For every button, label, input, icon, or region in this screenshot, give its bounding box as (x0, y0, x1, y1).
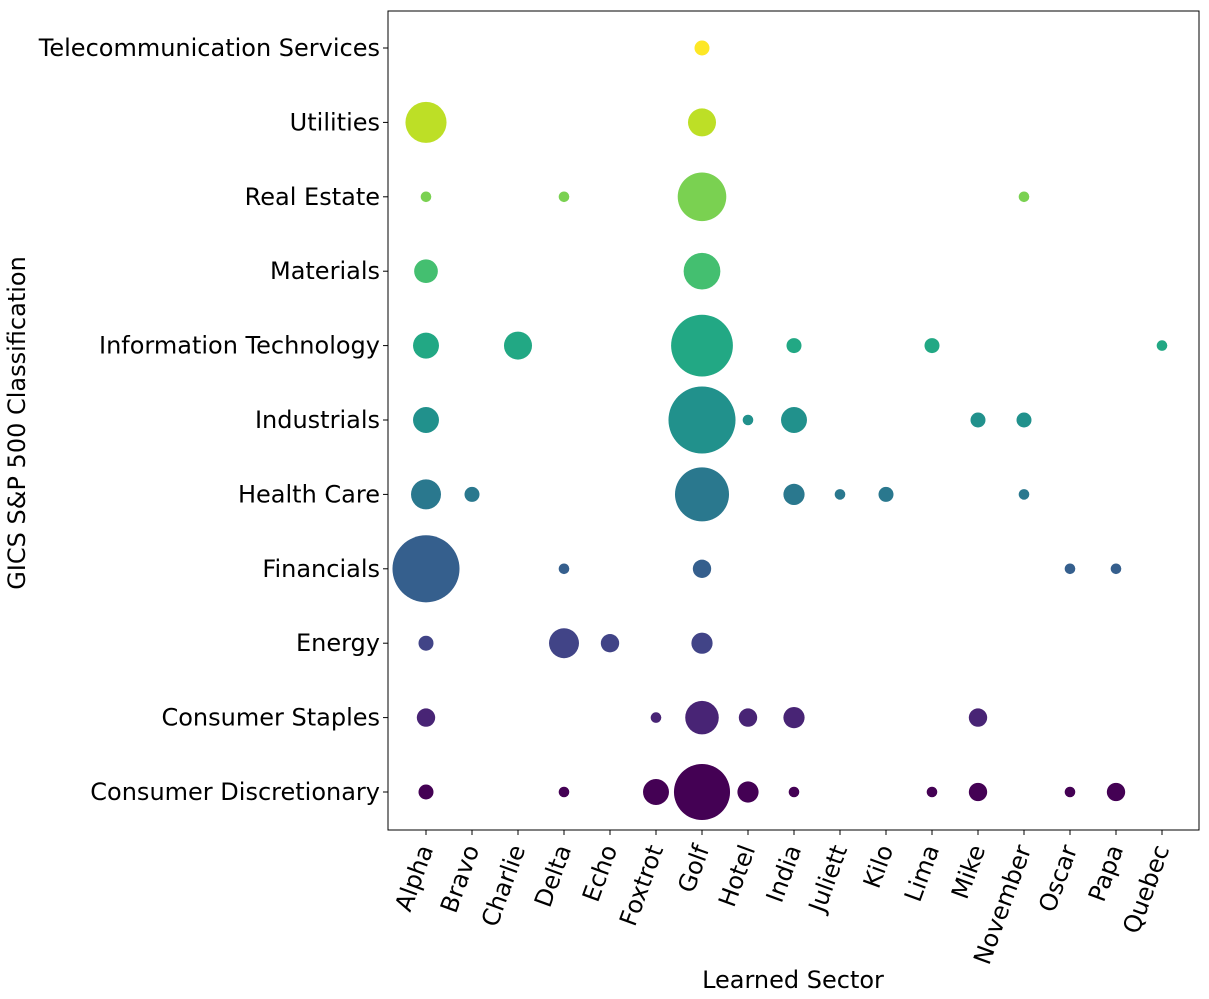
bubble-point (788, 786, 800, 798)
bubble-point (1018, 489, 1030, 500)
x-tick-label: Delta (529, 841, 577, 911)
bubble-point (558, 786, 570, 798)
x-tick-label: Charlie (476, 841, 531, 930)
y-axis: Consumer Discretionary Consumer Staples En… (38, 34, 388, 806)
bubble-point (683, 252, 721, 290)
bubble-point (650, 712, 662, 723)
y-tick-label: Real Estate (245, 183, 380, 211)
bubble-point (558, 563, 570, 575)
bubble-point (418, 635, 434, 651)
bubble-point (783, 707, 805, 729)
bubble-point (786, 338, 802, 354)
bubble-point (737, 781, 759, 803)
bubble-point (673, 763, 731, 821)
bubble-point (674, 467, 730, 522)
bubble-point (694, 40, 710, 56)
bubble-point (677, 172, 727, 222)
x-tick-label: Juliett (802, 841, 853, 918)
bubble-point (687, 108, 717, 137)
bubble-point (413, 407, 439, 433)
bubble-point (416, 708, 436, 727)
y-tick-label: Consumer Staples (161, 704, 380, 732)
bubble-point (558, 191, 570, 203)
bubble-point (405, 101, 447, 143)
bubble-point (1110, 563, 1122, 575)
y-tick-label: Health Care (238, 480, 380, 508)
x-tick-label: Golf (672, 841, 715, 897)
x-tick-label: Echo (577, 841, 623, 905)
x-tick-label: Bravo (435, 841, 485, 916)
x-tick-label: Alpha (390, 841, 440, 915)
x-tick-label: Mike (946, 841, 991, 902)
y-tick-label: Financials (262, 555, 380, 583)
y-axis-title: GICS S&P 500 Classification (3, 256, 31, 590)
bubble-point (924, 338, 940, 354)
bubble-point (549, 628, 579, 659)
bubble-point (1064, 786, 1076, 798)
bubble-point (420, 191, 432, 203)
bubble-point (643, 779, 669, 805)
bubble-point (970, 412, 986, 428)
y-tick-label: Materials (270, 257, 380, 285)
bubble-point (878, 486, 894, 502)
bubble-point (392, 535, 460, 603)
bubble-point (668, 386, 736, 454)
bubble-point (600, 634, 620, 653)
bubble-point (1106, 782, 1126, 802)
bubble-point (926, 786, 938, 798)
x-tick-label: Foxtrot (614, 841, 669, 929)
bubble-point (1064, 563, 1076, 575)
bubble-point (411, 479, 441, 510)
bubble-point (418, 784, 434, 800)
bubble-point (968, 708, 988, 727)
y-tick-label: Telecommunication Services (38, 34, 380, 62)
x-tick-label: Papa (1083, 841, 1129, 905)
bubble-layer (392, 40, 1168, 821)
y-tick-label: Information Technology (99, 332, 380, 360)
x-axis-title: Learned Sector (702, 966, 884, 994)
bubble-point (691, 632, 713, 654)
y-tick-label: Consumer Discretionary (90, 778, 380, 806)
bubble-point (671, 314, 733, 377)
bubble-point (692, 559, 712, 578)
bubble-point (742, 414, 754, 426)
x-tick-label: Lima (899, 841, 945, 905)
y-tick-label: Utilities (290, 108, 380, 136)
bubble-point (834, 489, 846, 500)
bubble-point (781, 407, 807, 433)
x-tick-label: Hotel (713, 841, 761, 910)
bubble-point (503, 331, 533, 360)
bubble-point (685, 700, 719, 735)
y-tick-label: Energy (296, 629, 380, 657)
x-tick-label: Kilo (858, 841, 899, 892)
bubble-point (1156, 340, 1168, 351)
bubble-point (783, 483, 805, 505)
bubble-point (1018, 191, 1030, 203)
bubble-point (1016, 412, 1032, 428)
x-tick-label: Oscar (1033, 841, 1083, 916)
y-tick-label: Industrials (255, 406, 380, 434)
bubble-point (968, 782, 988, 802)
bubble-point (414, 259, 438, 284)
bubble-point (738, 708, 758, 727)
bubble-point (464, 486, 480, 502)
x-tick-label: India (761, 841, 807, 906)
bubble-point (413, 332, 439, 359)
